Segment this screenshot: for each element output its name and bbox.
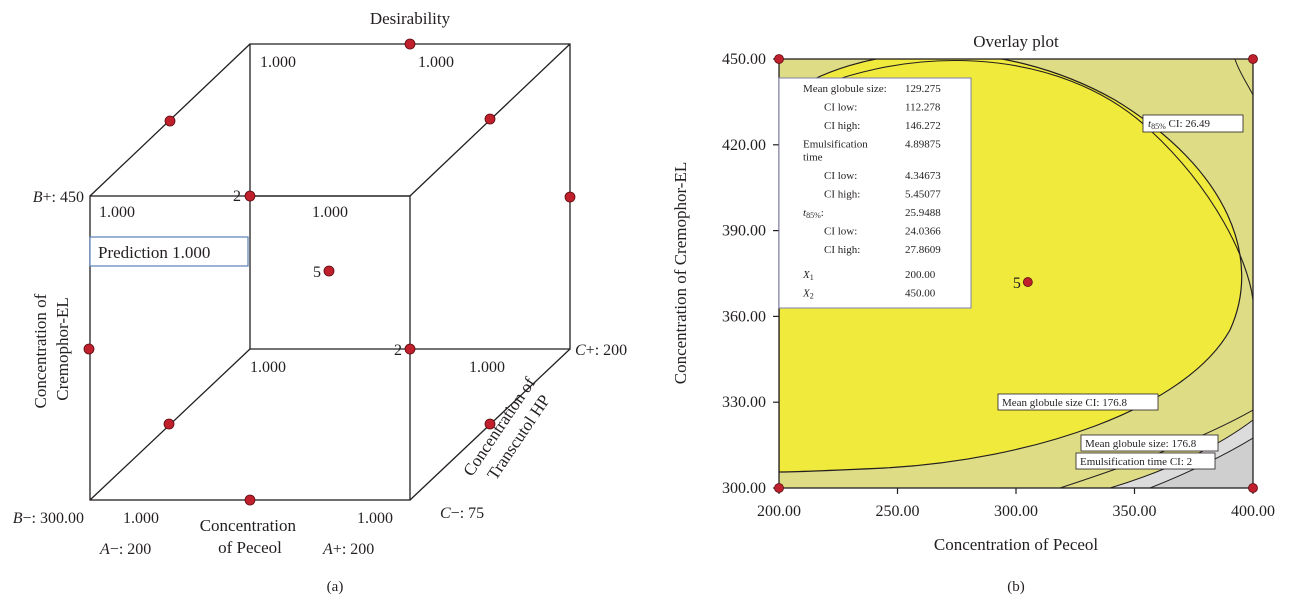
cube-point	[404, 343, 416, 355]
x-axis-title: Concentration of Peceol	[934, 535, 1099, 554]
corner-value: 1.000	[418, 54, 454, 71]
legend-value: 450.00	[905, 288, 936, 300]
design-point	[1248, 483, 1258, 493]
legend-label: X1	[802, 269, 814, 282]
legend-label: CI low:	[824, 226, 857, 238]
cube-point	[484, 418, 496, 430]
contour-label-box	[1075, 452, 1216, 470]
legend-frame	[778, 77, 972, 309]
legend-value: 25.9488	[905, 207, 941, 219]
y-tick-label: 300.00	[722, 480, 766, 497]
legend-value: 129.275	[905, 83, 941, 95]
overlay-plot: Overlay plot 200.00 250.00 300.00 350.00 400…	[671, 32, 1275, 595]
contour-label: Mean globule size CI: 176.8	[1002, 397, 1127, 409]
b-axis-label: Concentration of Cremophor-EL	[31, 290, 72, 409]
cube-point	[244, 494, 256, 506]
corner-value: 1.000	[312, 204, 348, 221]
contour-label: t85% CI: 26.49	[1148, 118, 1211, 131]
corner-value: 1.000	[99, 204, 135, 221]
legend-value: 5.45077	[905, 189, 941, 201]
y-tick-label: 420.00	[722, 137, 766, 154]
legend-value: 4.89875	[905, 139, 941, 151]
x-tick-label: 250.00	[876, 503, 920, 520]
design-point	[1248, 54, 1258, 64]
cube-points	[83, 38, 576, 506]
c-high-label: C+: 200	[575, 342, 627, 359]
y-tick-label: 360.00	[722, 308, 766, 325]
legend-value: 112.278	[905, 102, 941, 114]
contour-label: Mean globule size: 176.8	[1085, 438, 1197, 450]
legend-value: 27.8609	[905, 244, 941, 256]
cube-point	[323, 265, 335, 277]
legend-label: CI low:	[824, 170, 857, 182]
legend-label: Mean globule size:	[803, 83, 887, 95]
legend-label: t85%:	[803, 207, 824, 220]
a-low-label: A−: 200	[99, 541, 151, 558]
corner-value: 1.000	[260, 54, 296, 71]
cube-plot: Desirability 2	[13, 9, 627, 595]
y-tick-label: 330.00	[722, 394, 766, 411]
corner-value: 1.000	[357, 510, 393, 527]
legend-label: CI high:	[824, 189, 860, 201]
contour-label: Emulsification time CI: 2	[1080, 456, 1192, 468]
cube-point	[484, 113, 496, 125]
panel-label-b: (b)	[1007, 579, 1025, 595]
corner-value: 1.000	[123, 510, 159, 527]
legend-label: CI low:	[824, 102, 857, 114]
x-tick-label: 400.00	[1231, 503, 1275, 520]
legend-value: 4.34673	[905, 170, 941, 182]
contour-label-box	[1080, 434, 1219, 452]
contour-label-box	[997, 393, 1159, 411]
panel-label-a: (a)	[327, 579, 344, 595]
corner-value: 1.000	[469, 359, 505, 376]
c-low-label: C−: 75	[440, 505, 484, 522]
center-point-label: 5	[1013, 275, 1021, 292]
legend-label: CI high:	[824, 120, 860, 132]
legend-label: time	[803, 152, 823, 164]
legend-value: 200.00	[905, 269, 936, 281]
design-point	[774, 483, 784, 493]
cube-point	[83, 343, 95, 355]
prediction-legend: Mean globule size: 129.275 CI low: 112.278 C…	[778, 77, 972, 309]
a-axis-label: Concentration of Peceol	[200, 516, 301, 557]
corner-value: 1.000	[250, 359, 286, 376]
x-tick-label: 350.00	[1113, 503, 1157, 520]
legend-label: X2	[802, 288, 814, 301]
cube-title: Desirability	[370, 9, 451, 28]
legend-value: 146.272	[905, 120, 941, 132]
center-point	[1022, 277, 1033, 287]
contour-label-box	[1142, 114, 1244, 133]
prediction-label: Prediction 1.000	[98, 243, 210, 262]
point-count-label: 5	[313, 264, 321, 281]
x-tick-label: 200.00	[757, 503, 801, 520]
cube-point	[564, 191, 576, 203]
a-high-label: A+: 200	[322, 541, 374, 558]
contour-labels: t85% CI: 26.49 Mean globule size CI: 176…	[997, 114, 1244, 470]
design-point	[774, 54, 784, 64]
y-axis-title: Concentration of Cremophor-EL	[671, 162, 690, 385]
cube-point	[244, 190, 256, 202]
b-low-label: B−: 300.00	[13, 510, 84, 527]
y-tick-label: 450.00	[722, 51, 766, 68]
cube-point	[404, 38, 416, 50]
legend-value: 24.0366	[905, 226, 941, 238]
cube-point	[164, 115, 176, 127]
cube-point	[163, 418, 175, 430]
legend-label: Emulsification	[803, 139, 868, 151]
b-high-label: B+: 450	[33, 189, 84, 206]
x-tick-label: 300.00	[994, 503, 1038, 520]
prediction-box	[89, 236, 249, 267]
point-count-label: 2	[394, 342, 402, 359]
overlay-title: Overlay plot	[973, 32, 1059, 51]
point-count-label: 2	[233, 188, 241, 205]
y-tick-label: 390.00	[722, 223, 766, 240]
legend-label: CI high:	[824, 244, 860, 256]
c-axis-label: Concentration of Transcutol HP	[459, 370, 560, 492]
